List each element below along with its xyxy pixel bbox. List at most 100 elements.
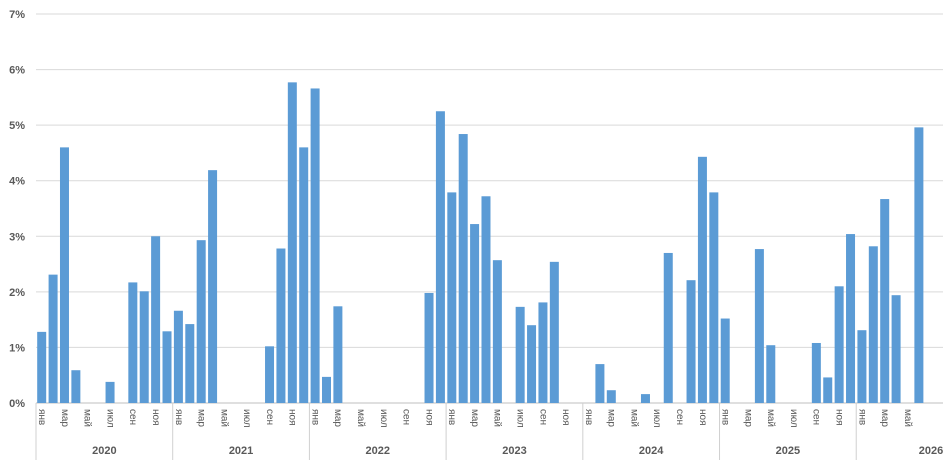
y-tick-label: 6%	[9, 65, 25, 77]
x-tick-label: май	[492, 409, 503, 427]
bar	[447, 192, 457, 403]
bar	[173, 310, 183, 403]
bar	[640, 394, 650, 403]
x-tick-label: мар	[469, 409, 480, 427]
bar	[754, 249, 764, 403]
year-label: 2024	[639, 445, 664, 457]
bar	[709, 192, 719, 403]
bar	[310, 88, 320, 404]
x-tick-label: мар	[196, 409, 207, 427]
bar	[492, 260, 502, 403]
x-tick-label: ноя	[423, 409, 434, 426]
x-tick-label: янв	[173, 409, 184, 425]
bar	[48, 274, 58, 403]
bar	[185, 324, 195, 403]
year-separators	[35, 403, 857, 460]
bar	[105, 381, 115, 403]
x-tick-label: янв	[309, 409, 320, 425]
x-tick-label: сен	[537, 409, 548, 425]
bar	[538, 302, 548, 403]
x-tick-label: ноя	[560, 409, 571, 426]
x-tick-label: мар	[879, 409, 890, 427]
x-tick-label: янв	[856, 409, 867, 425]
bar	[435, 111, 445, 403]
x-tick-label: сен	[401, 409, 412, 425]
bar	[276, 248, 286, 403]
bar	[914, 127, 924, 403]
bar	[595, 364, 605, 403]
bar	[766, 345, 776, 403]
bar	[515, 306, 525, 403]
bar	[162, 331, 172, 403]
x-tick-label: июл	[378, 409, 389, 428]
bar	[196, 240, 206, 403]
year-label: 2020	[92, 445, 116, 457]
x-tick-label: июл	[104, 409, 115, 428]
y-tick-label: 0%	[9, 398, 25, 410]
y-axis-tick-labels: 0% 1% 2% 3% 4% 5% 6% 7%	[9, 9, 25, 410]
bar	[424, 292, 434, 403]
x-tick-label: мар	[332, 409, 343, 427]
x-tick-label: ноя	[833, 409, 844, 426]
bar	[299, 147, 309, 403]
x-tick-label: ноя	[287, 409, 298, 426]
bar	[857, 330, 867, 403]
x-tick-label: май	[765, 409, 776, 427]
bar	[128, 282, 138, 403]
x-tick-label: май	[82, 409, 93, 427]
year-label: 2026	[919, 445, 943, 457]
bar	[287, 82, 297, 404]
bar	[606, 390, 616, 403]
bars	[37, 82, 924, 404]
x-axis-year-labels: 2020 2021 2022 2023 2024 2025 2026	[92, 445, 943, 457]
y-tick-label: 4%	[9, 176, 25, 188]
bar	[333, 306, 343, 403]
x-axis-month-labels: янв мар май июл сен ноя янв мар май июл сен ноя янв м…	[36, 409, 913, 428]
x-tick-label: июл	[788, 409, 799, 428]
bar	[549, 261, 559, 403]
x-tick-label: мар	[606, 409, 617, 427]
bar	[891, 295, 901, 403]
x-tick-label: май	[218, 409, 229, 427]
y-tick-label: 1%	[9, 342, 25, 354]
x-tick-label: сен	[674, 409, 685, 425]
bar	[846, 234, 856, 403]
bar	[458, 134, 468, 403]
bar	[151, 236, 161, 403]
bar	[823, 377, 833, 403]
year-label: 2025	[776, 445, 800, 457]
bar	[265, 346, 275, 403]
bar	[834, 286, 844, 403]
x-tick-label: июл	[241, 409, 252, 428]
bar	[527, 325, 537, 403]
x-tick-label: сен	[811, 409, 822, 425]
bar	[59, 147, 69, 403]
y-tick-label: 7%	[9, 9, 25, 21]
bar	[868, 246, 878, 403]
x-tick-label: май	[355, 409, 366, 427]
bar	[37, 331, 47, 403]
bar	[321, 376, 331, 403]
bar	[686, 280, 696, 403]
y-tick-label: 5%	[9, 120, 25, 132]
y-tick-label: 2%	[9, 287, 25, 299]
bar	[697, 156, 707, 403]
bar	[663, 252, 673, 403]
x-tick-label: июл	[651, 409, 662, 428]
x-tick-label: июл	[515, 409, 526, 428]
year-label: 2021	[229, 445, 253, 457]
x-tick-label: мар	[742, 409, 753, 427]
year-label: 2022	[366, 445, 390, 457]
bar	[139, 291, 149, 403]
bar	[811, 342, 821, 403]
bar	[470, 224, 480, 403]
x-tick-label: май	[628, 409, 639, 427]
bar	[880, 199, 890, 403]
x-tick-label: янв	[583, 409, 594, 425]
x-tick-label: ноя	[150, 409, 161, 426]
bar	[208, 170, 218, 403]
x-tick-label: янв	[446, 409, 457, 425]
x-tick-label: ноя	[697, 409, 708, 426]
bar	[481, 196, 491, 403]
